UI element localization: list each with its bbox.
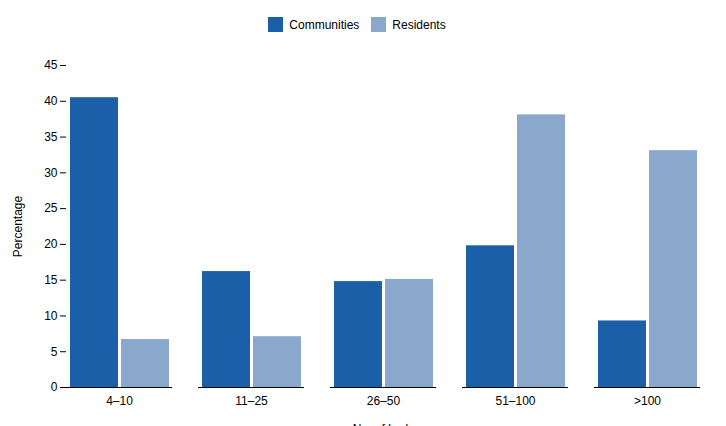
svg-text:15: 15 bbox=[44, 273, 58, 287]
svg-text:>100: >100 bbox=[634, 394, 661, 408]
svg-text:0: 0 bbox=[51, 380, 58, 394]
svg-text:10: 10 bbox=[44, 309, 58, 323]
svg-text:35: 35 bbox=[44, 130, 58, 144]
svg-text:5: 5 bbox=[51, 345, 58, 359]
svg-text:Percentage: Percentage bbox=[11, 195, 25, 257]
svg-text:No. of beds: No. of beds bbox=[353, 422, 414, 426]
html-text:Communities: Communities bbox=[289, 17, 360, 32]
svg-text:45: 45 bbox=[44, 58, 58, 72]
svg-text:20: 20 bbox=[44, 237, 58, 251]
svg-text:26–50: 26–50 bbox=[367, 394, 401, 408]
svg-text:4–10: 4–10 bbox=[106, 394, 133, 408]
html-text:Residents: Residents bbox=[392, 17, 446, 32]
svg-text:40: 40 bbox=[44, 94, 58, 108]
svg-text:11–25: 11–25 bbox=[235, 394, 268, 408]
svg-text:51–100: 51–100 bbox=[495, 394, 535, 408]
svg-text:30: 30 bbox=[44, 166, 58, 180]
svg-text:25: 25 bbox=[44, 201, 58, 215]
